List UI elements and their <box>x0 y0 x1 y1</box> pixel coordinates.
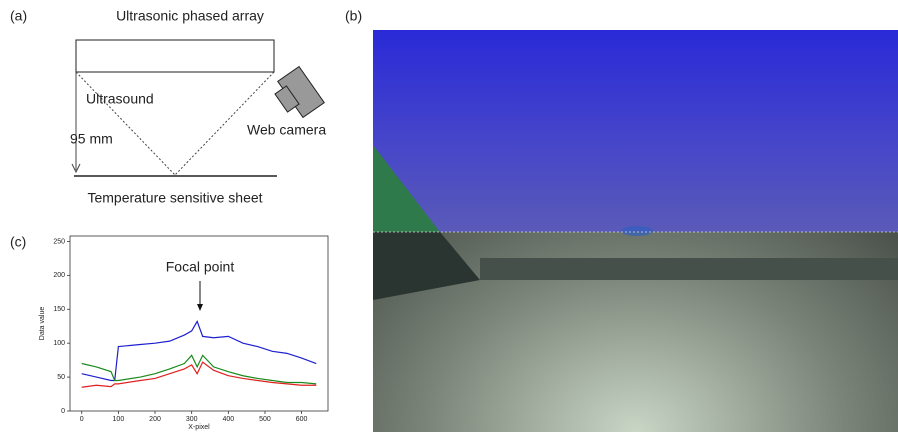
y-tick-label: 150 <box>53 306 65 313</box>
annotation: Focal point <box>166 259 235 275</box>
photo <box>373 30 898 432</box>
array <box>76 40 274 72</box>
x-tick-label: 100 <box>113 416 125 423</box>
panel-label: (a) <box>10 8 27 24</box>
figure: (a) Ultrasonic phased array Ultrasound W… <box>0 0 898 432</box>
x-axis-label: X-pixel <box>188 424 210 431</box>
array-label: Ultrasonic phased array <box>116 8 264 24</box>
y-tick-label: 50 <box>57 374 65 381</box>
x-tick-label: 0 <box>80 416 84 423</box>
x-tick-label: 400 <box>222 416 234 423</box>
data-line <box>82 362 317 387</box>
x-tick-label: 300 <box>186 416 198 423</box>
y-tick-label: 250 <box>53 238 65 245</box>
panel-label: (c) <box>10 234 26 250</box>
annotation-arrowhead <box>197 304 203 311</box>
camera-icon <box>275 67 324 118</box>
y-tick-label: 100 <box>53 340 65 347</box>
beam-edge <box>76 72 175 175</box>
beam-label: Ultrasound <box>86 91 154 107</box>
y-tick-label: 0 <box>61 408 65 415</box>
distance-label: 95 mm <box>70 131 113 147</box>
y-axis-label: Data value <box>39 307 46 341</box>
camera-label: Web camera <box>247 122 326 138</box>
x-tick-label: 500 <box>259 416 271 423</box>
panel-label: (b) <box>345 8 362 24</box>
x-tick-label: 200 <box>149 416 161 423</box>
x-tick-label: 600 <box>296 416 308 423</box>
sheet-label: Temperature sensitive sheet <box>87 190 262 206</box>
y-tick-label: 200 <box>53 272 65 279</box>
data-line <box>82 321 317 380</box>
